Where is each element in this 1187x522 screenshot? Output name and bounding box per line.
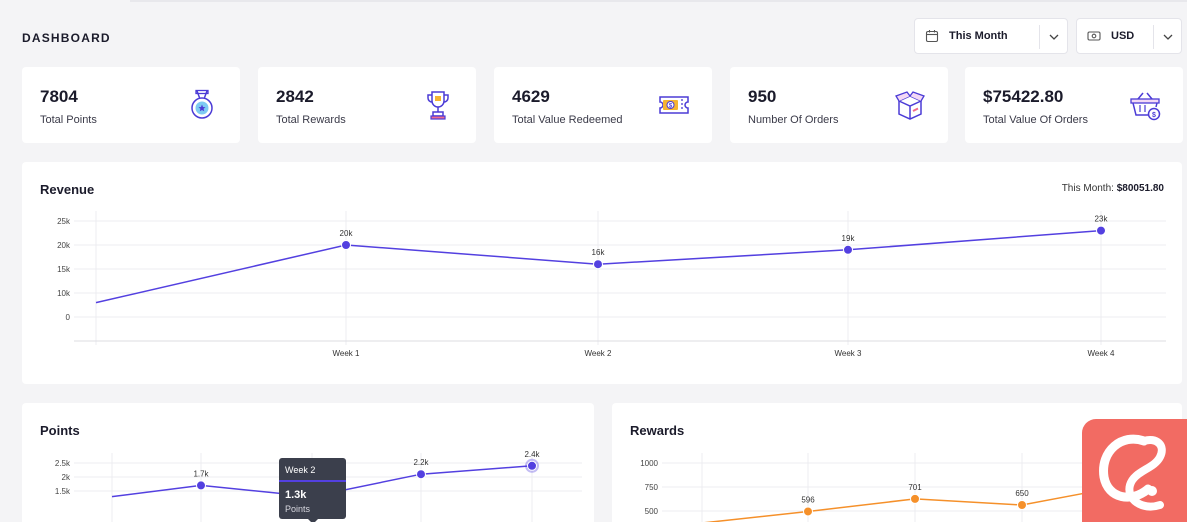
month-total-label: This Month:	[1061, 183, 1114, 194]
data-label: 1.7k	[193, 469, 209, 478]
data-point	[527, 460, 537, 471]
stat-label: Total Value Redeemed	[512, 114, 623, 126]
chevron-down-icon[interactable]	[1153, 25, 1181, 49]
y-tick-label: 10k	[57, 289, 71, 298]
revenue-month-total: This Month: $80051.80	[1062, 183, 1164, 194]
data-label: 16k	[592, 248, 606, 257]
stat-label: Total Points	[40, 114, 97, 126]
currency-select-value: USD	[1111, 30, 1135, 42]
data-label: 20k	[340, 229, 354, 238]
tooltip-divider	[279, 480, 346, 482]
series-line	[704, 491, 1093, 522]
data-point	[196, 480, 206, 491]
page-title: DASHBOARD	[22, 31, 111, 45]
banknote-icon	[1087, 31, 1101, 41]
coupon-icon: $	[659, 96, 689, 114]
data-label: 650	[1015, 489, 1029, 498]
revenue-card: Revenue This Month: $80051.80 25k 20k 15k 1…	[22, 162, 1182, 384]
x-tick-label: Week 1	[333, 349, 361, 358]
data-label: 701	[908, 483, 922, 492]
stat-card-total-value-redeemed: 4629 Total Value Redeemed $	[494, 67, 712, 143]
data-point	[416, 469, 426, 480]
y-tick-label: 0	[66, 313, 71, 322]
stat-value: 4629	[512, 87, 550, 106]
data-point	[843, 244, 853, 255]
stat-label: Number Of Orders	[748, 114, 839, 126]
points-card: Points 2.5k 2k 1.5k 1.7k 2.2k 2.4k Week 2 1.3…	[22, 403, 594, 522]
svg-text:$: $	[669, 103, 673, 109]
brand-logo-icon	[1099, 434, 1166, 511]
data-point	[910, 493, 920, 504]
tooltip-label: Points	[285, 504, 311, 514]
stat-card-total-rewards: 2842 Total Rewards	[258, 67, 476, 143]
stat-value: 2842	[276, 87, 314, 106]
period-select[interactable]: This Month	[914, 18, 1068, 54]
revenue-chart: 25k 20k 15k 10k 0 Week 1 Week 2 Week 3 Week 4 20k…	[57, 211, 1166, 358]
brand-logo-badge[interactable]	[1082, 419, 1187, 522]
tooltip-value: 1.3k	[285, 489, 307, 501]
dashboard-header: DASHBOARD This Month USD	[22, 18, 1182, 56]
box-icon	[895, 91, 925, 120]
medal-icon	[191, 89, 213, 119]
y-tick-label: 25k	[57, 217, 71, 226]
month-total-value: $80051.80	[1116, 183, 1164, 194]
calendar-icon	[925, 30, 939, 43]
data-label: 19k	[842, 234, 856, 243]
data-point	[1017, 500, 1027, 510]
svg-text:$: $	[1152, 112, 1156, 119]
stat-value: $75422.80	[983, 87, 1064, 106]
revenue-title: Revenue	[40, 182, 95, 197]
data-label: 596	[801, 495, 815, 504]
tooltip-pointer	[308, 519, 318, 522]
data-label: 2.4k	[524, 450, 540, 459]
stat-value: 950	[748, 87, 777, 106]
y-tick-label: 2.5k	[55, 459, 71, 468]
y-tick-label: 2k	[62, 473, 71, 482]
y-tick-label: 1.5k	[55, 487, 71, 496]
stat-label: Total Rewards	[276, 114, 346, 126]
data-point	[593, 259, 603, 270]
points-tooltip: Week 2 1.3k Points	[279, 458, 346, 522]
currency-select[interactable]: USD	[1076, 18, 1182, 54]
data-point	[803, 506, 813, 517]
x-tick-label: Week 2	[585, 349, 613, 358]
x-tick-label: Week 4	[1088, 349, 1116, 358]
y-tick-label: 500	[645, 507, 659, 516]
y-tick-label: 15k	[57, 265, 71, 274]
y-tick-label: 750	[645, 483, 659, 492]
stat-value: 7804	[40, 87, 78, 106]
period-select-value: This Month	[949, 30, 1008, 42]
stat-card-total-points: 7804 Total Points	[22, 67, 240, 143]
points-title: Points	[40, 423, 80, 438]
x-tick-label: Week 3	[835, 349, 863, 358]
top-divider	[130, 0, 1187, 2]
data-point	[1096, 225, 1106, 236]
data-point	[341, 240, 351, 250]
stat-label: Total Value Of Orders	[983, 114, 1088, 126]
stat-card-total-value-of-orders: $75422.80 Total Value Of Orders $	[965, 67, 1183, 143]
y-tick-label: 20k	[57, 241, 71, 250]
tooltip-title: Week 2	[285, 465, 316, 475]
data-label: 23k	[1095, 215, 1109, 224]
y-tick-label: 1000	[640, 459, 658, 468]
stat-card-number-of-orders: 950 Number Of Orders	[730, 67, 948, 143]
basket-icon: $	[1130, 92, 1161, 121]
trophy-icon	[427, 91, 449, 120]
data-label: 2.2k	[413, 458, 429, 467]
rewards-title: Rewards	[630, 423, 685, 438]
chevron-down-icon[interactable]	[1039, 25, 1067, 49]
